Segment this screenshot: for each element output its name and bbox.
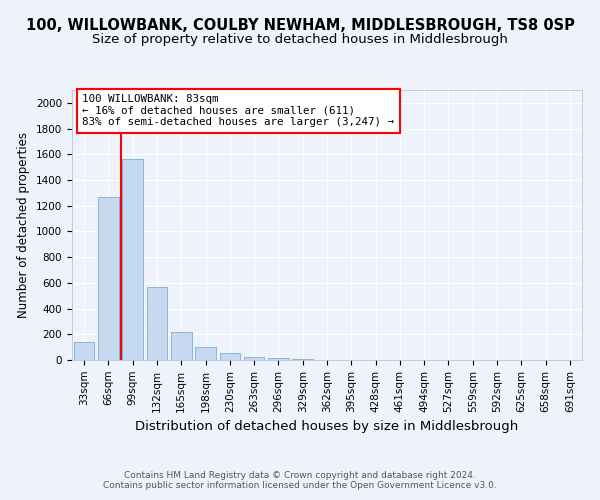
Text: 100 WILLOWBANK: 83sqm
← 16% of detached houses are smaller (611)
83% of semi-det: 100 WILLOWBANK: 83sqm ← 16% of detached …	[82, 94, 394, 127]
Bar	[220, 353, 240, 360]
Bar	[122, 160, 143, 360]
Y-axis label: Number of detached properties: Number of detached properties	[17, 132, 31, 318]
Bar	[292, 358, 313, 360]
Bar	[244, 358, 265, 360]
Bar	[195, 347, 216, 360]
Text: Size of property relative to detached houses in Middlesbrough: Size of property relative to detached ho…	[92, 32, 508, 46]
Bar	[146, 286, 167, 360]
Bar	[268, 358, 289, 360]
X-axis label: Distribution of detached houses by size in Middlesbrough: Distribution of detached houses by size …	[136, 420, 518, 433]
Text: Contains HM Land Registry data © Crown copyright and database right 2024.
Contai: Contains HM Land Registry data © Crown c…	[103, 470, 497, 490]
Text: 100, WILLOWBANK, COULBY NEWHAM, MIDDLESBROUGH, TS8 0SP: 100, WILLOWBANK, COULBY NEWHAM, MIDDLESB…	[26, 18, 574, 32]
Bar	[74, 342, 94, 360]
Bar	[171, 332, 191, 360]
Bar	[98, 198, 119, 360]
